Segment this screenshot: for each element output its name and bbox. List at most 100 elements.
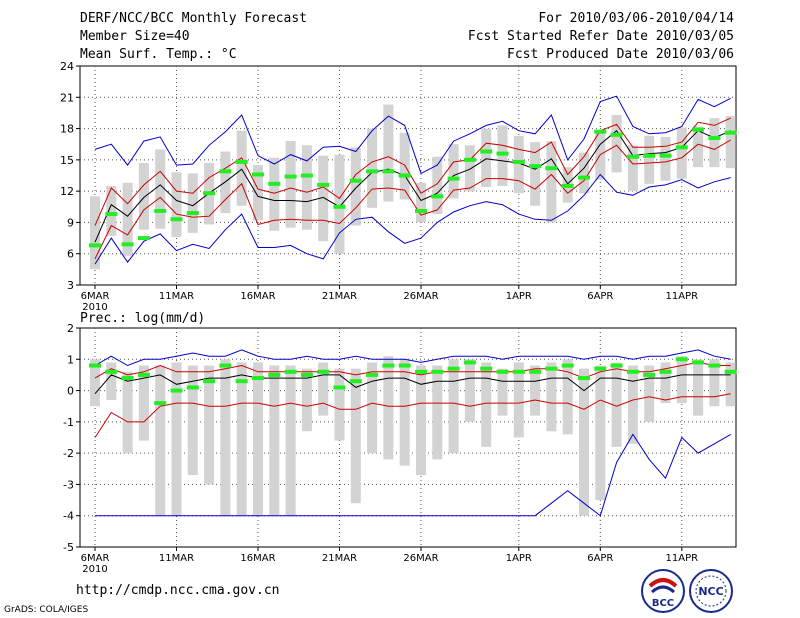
temp-range-box-27 bbox=[530, 142, 541, 206]
temp-range-box-31 bbox=[595, 132, 606, 180]
prec-obs-marker-1 bbox=[105, 369, 118, 374]
temp-ytick-label-0: 3 bbox=[67, 279, 74, 292]
prec-series-min bbox=[95, 433, 731, 517]
prec-obs-marker-35 bbox=[659, 369, 672, 374]
prec-range-box-31 bbox=[595, 365, 606, 501]
prec-obs-marker-24 bbox=[480, 366, 493, 371]
prec-series-std-upper bbox=[94, 361, 731, 379]
prec-range-box-33 bbox=[627, 365, 638, 444]
prec-obs-marker-5 bbox=[170, 388, 183, 393]
temp-obs-marker-18 bbox=[382, 169, 395, 174]
temp-obs-marker-11 bbox=[268, 181, 281, 186]
prec-range-box-4 bbox=[155, 365, 166, 516]
prec-range-box-10 bbox=[253, 362, 263, 516]
prec-range-box-6 bbox=[187, 365, 198, 476]
temp-obs-marker-14 bbox=[317, 182, 330, 187]
prec-obs-marker-31 bbox=[594, 366, 607, 371]
prec-range-box-38 bbox=[709, 359, 720, 407]
temp-xtick-label-4: 26MAR bbox=[403, 291, 438, 302]
temp-obs-marker-7 bbox=[203, 191, 216, 196]
temp-range-box-1 bbox=[106, 185, 117, 236]
temp-range-box-12 bbox=[285, 141, 296, 228]
prec-obs-marker-9 bbox=[235, 379, 248, 384]
prec-xtick-label-4: 26MAR bbox=[403, 553, 438, 564]
prec-obs-marker-39 bbox=[724, 369, 737, 374]
temp-xtick-label-7: 11APR bbox=[666, 291, 699, 302]
prec-obs-marker-15 bbox=[333, 385, 346, 390]
temp-obs-marker-9 bbox=[235, 159, 248, 164]
temp-obs-marker-10 bbox=[252, 172, 264, 177]
prec-ytick-label-3: -2 bbox=[63, 447, 74, 460]
temp-xtick-label-5: 1APR bbox=[506, 291, 532, 302]
prec-obs-marker-26 bbox=[512, 369, 525, 374]
temp-range-box-19 bbox=[399, 132, 410, 200]
prec-obs-marker-17 bbox=[366, 372, 379, 377]
temp-obs-marker-39 bbox=[724, 130, 737, 135]
prec-obs-marker-28 bbox=[545, 366, 558, 371]
prec-range-box-5 bbox=[171, 362, 182, 516]
temp-range-box-13 bbox=[301, 145, 312, 230]
prec-obs-marker-32 bbox=[610, 363, 623, 368]
fcst-produced-label: Fcst Produced Date 2010/03/06 bbox=[507, 47, 734, 62]
temp-year-label: 2010 bbox=[82, 302, 107, 313]
temp-range-box-4 bbox=[155, 149, 166, 229]
prec-xtick-label-6: 6APR bbox=[587, 553, 613, 564]
prec-ytick-label-5: 0 bbox=[67, 385, 74, 398]
prec-ytick-label-1: -4 bbox=[63, 510, 74, 523]
prec-ytick-label-6: 1 bbox=[67, 353, 74, 366]
prec-range-box-1 bbox=[106, 362, 117, 400]
chart-title: DERF/NCC/BCC Monthly Forecast bbox=[80, 11, 307, 26]
temp-range-box-36 bbox=[676, 127, 687, 179]
prec-range-box-3 bbox=[138, 365, 149, 441]
temp-range-box-6 bbox=[187, 173, 198, 233]
prec-obs-marker-21 bbox=[431, 369, 444, 374]
temp-range-box-23 bbox=[464, 145, 475, 192]
prec-xtick-label-0: 6MAR bbox=[81, 553, 110, 564]
prec-range-box-9 bbox=[236, 362, 247, 516]
prec-xtick-label-3: 21MAR bbox=[322, 553, 357, 564]
source-url[interactable]: http://cmdp.ncc.cma.gov.cn bbox=[76, 583, 280, 598]
prec-range-box-22 bbox=[448, 359, 459, 454]
temp-range-box-11 bbox=[269, 157, 280, 231]
prec-range-box-30 bbox=[579, 368, 589, 516]
prec-range-box-29 bbox=[562, 359, 573, 435]
temp-obs-marker-17 bbox=[366, 169, 379, 174]
prec-range-box-25 bbox=[497, 368, 508, 416]
prec-range-box-15 bbox=[334, 368, 345, 441]
temp-series-mean bbox=[94, 129, 731, 243]
prec-obs-marker-16 bbox=[349, 379, 362, 384]
temp-obs-marker-15 bbox=[333, 204, 346, 209]
temp-obs-marker-1 bbox=[105, 212, 118, 217]
prec-range-box-19 bbox=[399, 359, 410, 466]
temp-range-box-9 bbox=[236, 130, 247, 206]
temp-obs-marker-19 bbox=[398, 173, 411, 178]
prec-year-label: 2010 bbox=[82, 564, 107, 575]
prec-obs-marker-20 bbox=[415, 369, 427, 374]
temp-range-box-37 bbox=[693, 126, 704, 168]
prec-obs-marker-2 bbox=[121, 376, 134, 381]
temp-obs-marker-6 bbox=[186, 211, 199, 216]
temp-range-box-33 bbox=[627, 145, 638, 192]
temp-obs-marker-20 bbox=[415, 208, 427, 213]
prec-range-box-16 bbox=[350, 368, 361, 504]
temp-obs-marker-37 bbox=[692, 127, 705, 132]
temp-range-box-2 bbox=[122, 182, 133, 256]
prec-range-box-20 bbox=[416, 365, 426, 476]
prec-obs-marker-25 bbox=[496, 369, 509, 374]
prec-range-box-27 bbox=[530, 365, 541, 416]
prec-obs-marker-0 bbox=[89, 363, 101, 368]
temp-obs-marker-25 bbox=[496, 151, 509, 156]
temp-range-box-14 bbox=[318, 155, 329, 242]
temp-series-std-lower bbox=[94, 139, 731, 260]
temp-obs-marker-8 bbox=[219, 169, 232, 174]
prec-range-box-39 bbox=[725, 362, 736, 407]
temp-series-max bbox=[94, 95, 731, 175]
temp-xtick-label-0: 6MAR bbox=[81, 291, 110, 302]
prec-range-box-28 bbox=[546, 362, 557, 432]
temp-obs-marker-33 bbox=[626, 154, 639, 159]
temp-obs-marker-5 bbox=[170, 217, 183, 222]
ncc-logo-text: NCC bbox=[698, 585, 723, 598]
temp-obs-marker-36 bbox=[675, 145, 688, 150]
prec-range-box-34 bbox=[644, 365, 655, 422]
